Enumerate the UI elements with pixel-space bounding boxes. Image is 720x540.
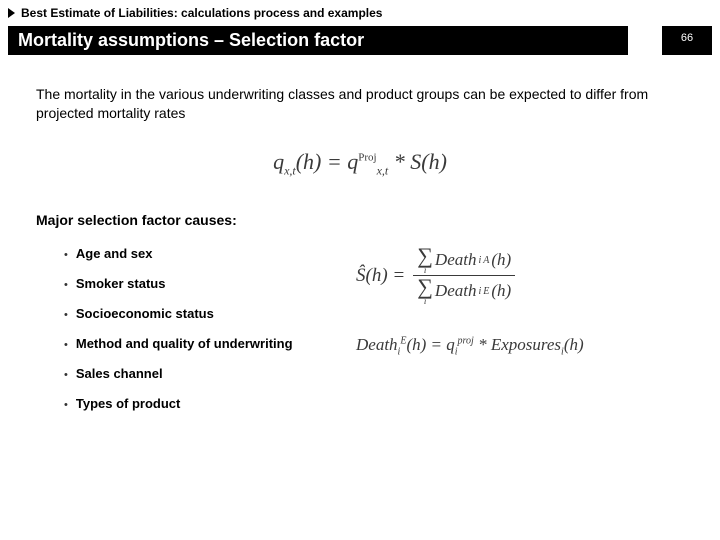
- list-item: • Age and sex: [64, 246, 336, 264]
- den-sup: E: [483, 286, 489, 297]
- s-hat-formula: Ŝ(h) = ∑i DeathiA(h) ∑i DeathiE(h): [356, 246, 684, 305]
- list-item-label: Sales channel: [76, 366, 163, 381]
- den-term: Death: [435, 281, 477, 301]
- num-term: Death: [435, 250, 477, 270]
- death-q-sub: i: [455, 346, 458, 357]
- num-sup: A: [483, 255, 489, 266]
- bullet-icon: •: [64, 306, 68, 324]
- triangle-right-icon: [8, 8, 15, 18]
- lower-row: • Age and sex • Smoker status • Socioeco…: [36, 246, 684, 426]
- causes-heading: Major selection factor causes:: [36, 212, 684, 228]
- formula-q-rhs-tail: * S(h): [388, 149, 447, 174]
- fraction-denominator: ∑i DeathiE(h): [413, 277, 515, 305]
- formula-q-lhs-sub: x,t: [284, 163, 296, 177]
- intro-text: The mortality in the various underwritin…: [36, 85, 684, 123]
- bullet-icon: •: [64, 366, 68, 384]
- title-bar: Mortality assumptions – Selection factor…: [8, 26, 712, 55]
- death-tail: * Exposures: [474, 335, 561, 354]
- formula-q-rhs: q: [347, 149, 358, 174]
- death-lhs-term: Death: [356, 335, 398, 354]
- list-item: • Types of product: [64, 396, 336, 414]
- list-item-label: Age and sex: [76, 246, 153, 261]
- death-e-formula: DeathiE(h) = qiproj * Exposuresi(h): [356, 335, 684, 357]
- formula-q-lhs-arg: (h): [296, 149, 322, 174]
- title-gap: [628, 26, 662, 55]
- death-lhs-sub: i: [398, 346, 401, 357]
- breadcrumb: Best Estimate of Liabilities: calculatio…: [0, 0, 720, 24]
- page-number: 66: [662, 26, 712, 55]
- breadcrumb-text: Best Estimate of Liabilities: calculatio…: [21, 6, 382, 20]
- list-item: • Socioeconomic status: [64, 306, 336, 324]
- slide-content: The mortality in the various underwritin…: [0, 55, 720, 426]
- right-formulas: Ŝ(h) = ∑i DeathiA(h) ∑i DeathiE(h) Death…: [356, 246, 684, 426]
- list-item-label: Socioeconomic status: [76, 306, 214, 321]
- formula-q-rhs-sub: x,t: [377, 163, 389, 177]
- bullet-icon: •: [64, 396, 68, 414]
- list-item-label: Method and quality of underwriting: [76, 336, 293, 351]
- list-item-label: Smoker status: [76, 276, 166, 291]
- s-hat-lhs: Ŝ(h) =: [356, 265, 405, 287]
- death-tail-arg: (h): [564, 335, 584, 354]
- sigma-icon: ∑i: [417, 246, 433, 274]
- death-q: q: [446, 335, 455, 354]
- list-item: • Smoker status: [64, 276, 336, 294]
- num-sub: i: [478, 255, 481, 266]
- den-sub: i: [478, 286, 481, 297]
- death-q-sup: proj: [458, 335, 474, 346]
- num-arg: (h): [491, 250, 511, 270]
- sigma-icon: ∑i: [417, 277, 433, 305]
- list-item-label: Types of product: [76, 396, 180, 411]
- list-item: • Method and quality of underwriting: [64, 336, 336, 354]
- fraction-numerator: ∑i DeathiA(h): [413, 246, 515, 274]
- death-lhs-arg: (h) =: [406, 335, 446, 354]
- list-item: • Sales channel: [64, 366, 336, 384]
- formula-q-rhs-sup: Proj: [358, 151, 376, 163]
- fraction: ∑i DeathiA(h) ∑i DeathiE(h): [413, 246, 515, 305]
- bullet-icon: •: [64, 276, 68, 294]
- bullet-icon: •: [64, 246, 68, 264]
- causes-list: • Age and sex • Smoker status • Socioeco…: [36, 246, 336, 426]
- main-formula: qx,t(h) = qProjx,t * S(h): [36, 149, 684, 178]
- formula-q-lhs: q: [273, 149, 284, 174]
- den-arg: (h): [491, 281, 511, 301]
- bullet-icon: •: [64, 336, 68, 354]
- slide-title: Mortality assumptions – Selection factor: [8, 26, 628, 55]
